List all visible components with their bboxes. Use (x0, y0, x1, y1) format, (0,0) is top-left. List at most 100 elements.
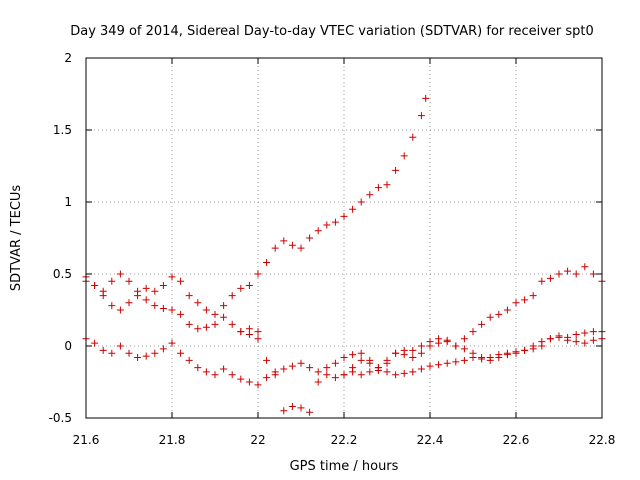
data-point (435, 335, 443, 343)
data-point (194, 299, 202, 307)
data-point (159, 282, 167, 290)
data-point (271, 371, 279, 379)
data-point (159, 345, 167, 353)
data-point (409, 368, 417, 376)
data-point (512, 299, 520, 307)
data-point (383, 359, 391, 367)
data-point (357, 198, 365, 206)
data-point (185, 356, 193, 364)
data-point (168, 339, 176, 347)
data-point (349, 205, 357, 213)
data-point (538, 277, 546, 285)
data-point (478, 320, 486, 328)
data-point (521, 346, 529, 354)
data-point (486, 356, 494, 364)
data-point (435, 361, 443, 369)
data-point (366, 191, 374, 199)
data-point (426, 362, 434, 370)
data-point (125, 277, 133, 285)
y-axis-title: SDTVAR / TECUs (9, 185, 24, 292)
data-point (572, 338, 580, 346)
data-point (314, 378, 322, 386)
data-point (237, 284, 245, 292)
data-point (168, 273, 176, 281)
data-point (572, 270, 580, 278)
tick-labels: 21.6 21.8 22 22.2 22.4 22.6 22.8 -0.5 0 0.5 1 1.5 2 (49, 51, 616, 447)
data-point (314, 368, 322, 376)
data-point (297, 359, 305, 367)
data-point (469, 328, 477, 336)
data-point (383, 368, 391, 376)
data-point (357, 371, 365, 379)
y-tick-label: 2 (64, 51, 72, 65)
data-point (108, 277, 116, 285)
data-point (202, 368, 210, 376)
grid-lines (86, 58, 602, 418)
data-point (409, 346, 417, 354)
data-point (142, 352, 150, 360)
data-point (555, 332, 563, 340)
data-point (443, 359, 451, 367)
data-point (237, 328, 245, 336)
data-point (108, 349, 116, 357)
data-point (245, 282, 253, 290)
data-points (82, 94, 606, 416)
data-point (168, 306, 176, 314)
data-point (151, 349, 159, 357)
data-point (288, 402, 296, 410)
data-point (177, 349, 185, 357)
y-tick-label: 1.5 (53, 123, 72, 137)
x-tick-label: 21.8 (159, 433, 186, 447)
data-point (546, 274, 554, 282)
data-point (581, 339, 589, 347)
data-point (99, 287, 107, 295)
data-point (280, 365, 288, 373)
data-point (125, 299, 133, 307)
data-point (211, 371, 219, 379)
data-point (177, 310, 185, 318)
data-point (245, 330, 253, 338)
data-point (538, 342, 546, 350)
data-point (521, 296, 529, 304)
data-point (417, 365, 425, 373)
data-point (564, 267, 572, 275)
data-point (589, 328, 597, 336)
y-tick-label: 1 (64, 195, 72, 209)
data-point (503, 306, 511, 314)
data-point (392, 371, 400, 379)
data-point (220, 313, 228, 321)
data-point (323, 364, 331, 372)
data-point (220, 302, 228, 310)
data-point (254, 381, 262, 389)
y-tick-label: 0.5 (53, 267, 72, 281)
data-point (185, 292, 193, 300)
data-point (452, 342, 460, 350)
data-point (374, 184, 382, 192)
data-point (194, 364, 202, 372)
data-point (314, 227, 322, 235)
data-point (503, 351, 511, 359)
data-point (185, 320, 193, 328)
data-point (211, 320, 219, 328)
data-point (228, 371, 236, 379)
data-point (546, 335, 554, 343)
data-point (357, 349, 365, 357)
data-point (245, 378, 253, 386)
data-point (581, 263, 589, 271)
data-point (349, 364, 357, 372)
data-point (254, 270, 262, 278)
data-point (422, 94, 430, 102)
data-point (495, 354, 503, 362)
data-point (177, 277, 185, 285)
data-point (116, 342, 124, 350)
data-point (194, 325, 202, 333)
data-point (142, 296, 150, 304)
data-point (116, 270, 124, 278)
data-point (108, 302, 116, 310)
data-point (159, 305, 167, 313)
data-point (202, 323, 210, 331)
data-point (263, 374, 271, 382)
data-point (228, 320, 236, 328)
data-point (555, 270, 563, 278)
